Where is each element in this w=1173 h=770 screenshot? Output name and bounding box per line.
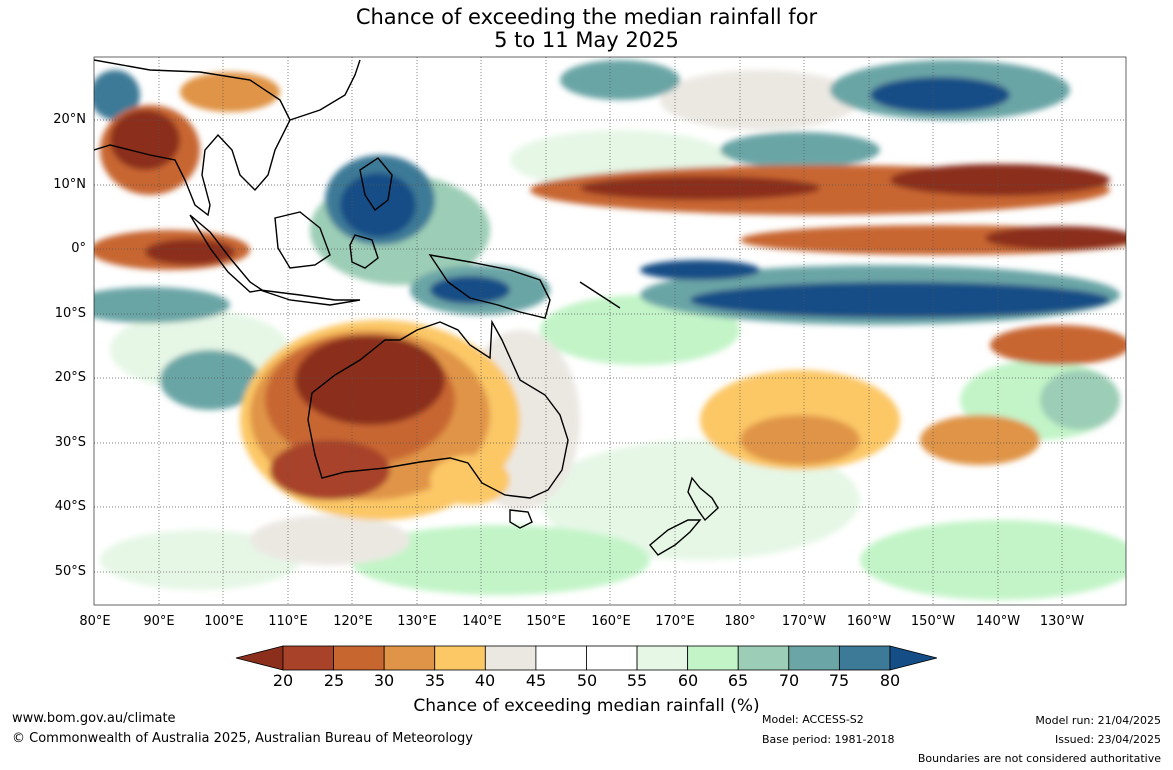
lon-label: 160°E [591,614,631,629]
colorbar-extend-low [235,645,284,671]
colorbar-tick: 65 [727,671,749,690]
colorbar-segment [586,645,638,671]
colorbar-tick: 75 [828,671,850,690]
colorbar-segment [383,645,436,671]
lon-label: 180° [724,614,756,629]
colorbar-tick: 50 [576,671,598,690]
lat-label: 30°S [54,435,86,450]
lat-label: 10°N [53,177,86,192]
lon-label: 170°E [655,614,695,629]
colorbar-segment [282,645,334,671]
lat-label: 50°S [54,564,86,579]
lon-label: 130°W [1039,614,1085,629]
lon-label: 90°E [143,614,175,629]
lat-label: 0° [71,241,86,256]
colorbar-tick: 40 [474,671,496,690]
lon-label: 140°W [975,614,1021,629]
colorbar-tick: 20 [272,671,294,690]
colorbar-segment [535,645,587,671]
colorbar-segment [434,645,486,671]
colorbar-tick: 25 [323,671,345,690]
lon-label: 110°E [268,614,308,629]
lon-label: 140°E [462,614,502,629]
colorbar-segment [687,645,739,671]
colorbar-tick: 80 [879,671,901,690]
lat-label: 20°N [53,112,86,127]
colorbar-tick: 55 [626,671,648,690]
colorbar-tick: 45 [525,671,547,690]
lon-label: 150°W [910,614,956,629]
colorbar-segment [788,645,840,671]
boundary-disclaimer: Boundaries are not considered authoritat… [917,752,1161,765]
colorbar-tick: 60 [677,671,699,690]
copyright-text: © Commonwealth of Australia 2025, Austra… [12,731,473,746]
colorbar-extend-high [889,645,938,671]
colorbar-tick: 70 [778,671,800,690]
colorbar-tick: 30 [373,671,395,690]
map-frame [93,56,1127,606]
base-period: Base period: 1981-2018 [762,733,895,746]
map-title-line1: Chance of exceeding the median rainfall … [355,5,818,29]
lon-label: 100°E [204,614,244,629]
lon-label: 120°E [333,614,373,629]
lon-label: 150°E [526,614,566,629]
colorbar-segment [333,645,385,671]
map-field [94,57,1126,605]
lon-label: 170°W [781,614,827,629]
issued-date: Issued: 23/04/2025 [1054,733,1161,746]
gridlines [94,57,1126,605]
lat-label: 40°S [54,499,86,514]
coastlines [94,59,719,556]
lat-label: 10°S [54,306,86,321]
colorbar-label: Chance of exceeding median rainfall (%) [413,696,760,716]
map-title-line2: 5 to 11 May 2025 [494,28,679,52]
colorbar-segment [636,645,689,671]
lon-label: 80°E [79,614,111,629]
lon-label: 130°E [397,614,437,629]
model-name: Model: ACCESS-S2 [762,713,864,726]
bom-url-link[interactable]: www.bom.gov.au/climate [12,711,176,726]
colorbar-segment [737,645,790,671]
model-run-date: Model run: 21/04/2025 [1035,714,1161,727]
lat-label: 20°S [54,370,86,385]
colorbar-segment [838,645,891,671]
colorbar-segment [484,645,537,671]
colorbar-tick: 35 [424,671,446,690]
lon-label: 160°W [846,614,892,629]
